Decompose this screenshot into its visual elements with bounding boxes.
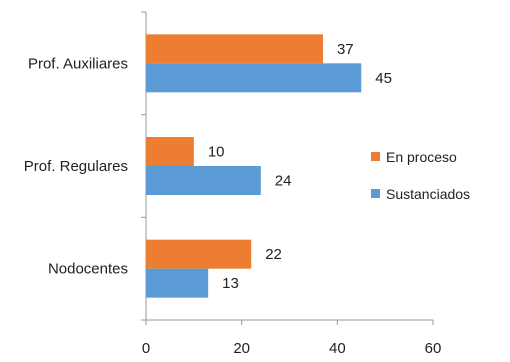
data-label: 13 bbox=[222, 275, 239, 292]
legend-label: En proceso bbox=[386, 149, 457, 165]
bar-sustanciados bbox=[146, 268, 209, 298]
category-label: Nodocentes bbox=[48, 261, 128, 278]
data-label: 24 bbox=[275, 173, 292, 190]
data-label: 10 bbox=[208, 144, 225, 161]
legend-label: Sustanciados bbox=[386, 186, 470, 202]
bar-en-proceso bbox=[146, 137, 194, 166]
bar-sustanciados bbox=[146, 63, 362, 93]
category-label: Prof. Auxiliares bbox=[28, 55, 128, 72]
legend-swatch bbox=[371, 189, 380, 198]
legend: En proceso Sustanciados bbox=[371, 149, 470, 202]
bar-en-proceso bbox=[146, 239, 252, 269]
bar-en-proceso bbox=[146, 34, 323, 64]
legend-swatch bbox=[371, 152, 380, 161]
x-tick-label: 40 bbox=[329, 340, 346, 357]
labels: Prof. Auxiliares 37 45 Prof. Regulares 10 24 N… bbox=[24, 41, 392, 292]
data-label: 22 bbox=[265, 246, 282, 263]
data-label: 45 bbox=[375, 70, 392, 87]
bars bbox=[146, 34, 362, 298]
data-label: 37 bbox=[337, 41, 354, 58]
x-tick-label: 60 bbox=[425, 340, 442, 357]
category-label: Prof. Regulares bbox=[24, 158, 128, 175]
bar-sustanciados bbox=[146, 166, 261, 195]
x-tick-label: 20 bbox=[233, 340, 250, 357]
x-tick-label: 0 bbox=[142, 340, 150, 357]
